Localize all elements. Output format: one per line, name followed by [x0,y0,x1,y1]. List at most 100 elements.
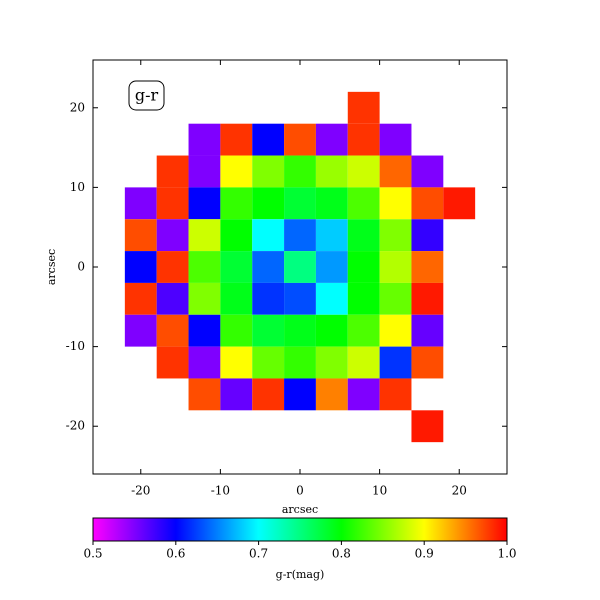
heatmap-cell [315,123,348,156]
heatmap-cell [188,251,221,283]
annotation-box [128,80,165,111]
heatmap-cell [220,123,253,156]
heatmap-cell [220,282,253,315]
heatmap-cell [379,378,412,411]
heatmap-cell [188,123,221,156]
heatmap-cell [188,314,221,347]
heatmap-cell [284,251,316,283]
heatmap-cell [252,219,285,252]
y-axis-label: arcsec [45,249,58,285]
heatmap [124,91,476,443]
heatmap-cell [252,282,285,315]
heatmap-cell [156,155,189,188]
heatmap-cell [315,314,348,347]
heatmap-cell [411,282,444,315]
heatmap-cell [411,410,444,443]
heatmap-cell [124,187,157,220]
heatmap-cell [252,346,285,379]
heatmap-cell [284,219,316,252]
heatmap-cell [188,282,221,315]
heatmap-cell [284,314,316,347]
heatmap-cell [220,187,253,220]
heatmap-cell [315,282,348,315]
heatmap-cell [347,251,380,283]
heatmap-cell [220,155,253,188]
heatmap-cell [188,219,221,252]
heatmap-cell [156,251,189,283]
heatmap-cell [156,187,189,220]
heatmap-cell [379,155,412,188]
heatmap-cell [156,282,189,315]
heatmap-cell [347,378,380,411]
heatmap-cell [188,378,221,411]
heatmap-cell [347,346,380,379]
heatmap-cell [252,378,285,411]
colorbar-tick-label: 0.5 [83,547,102,561]
heatmap-cell [284,346,316,379]
colorbar-label: g-r(mag) [276,568,325,581]
heatmap-cell [347,282,380,315]
heatmap-cell [379,314,412,347]
heatmap-cell [347,155,380,188]
colorbar-tick-label: 0.6 [166,547,185,561]
y-tick-label: 10 [70,180,85,194]
heatmap-cell [124,251,157,283]
heatmap-cell [379,251,412,283]
heatmap-cell [188,346,221,379]
heatmap-cell [188,155,221,188]
colorbar-tick-label: 0.7 [249,547,268,561]
heatmap-cell [252,155,285,188]
y-tick-label: -20 [66,419,85,433]
heatmap-cell [315,378,348,411]
heatmap-cell [124,282,157,315]
heatmap-cell [347,187,380,220]
y-tick-label: -10 [66,339,85,353]
heatmap-cell [379,123,412,156]
heatmap-cell [156,346,189,379]
heatmap-cell [220,378,253,411]
heatmap-cell [284,187,316,220]
heatmap-cell [411,346,444,379]
heatmap-cell [284,282,316,315]
heatmap-cell [252,123,285,156]
heatmap-cell [379,187,412,220]
heatmap-cell [347,219,380,252]
annotation: g-r [135,86,159,105]
heatmap-cell [124,314,157,347]
x-tick-label: -10 [211,484,230,498]
x-tick-label: 0 [296,484,304,498]
colorbar [92,517,508,542]
heatmap-cell [220,346,253,379]
heatmap-cell [124,219,157,252]
heatmap-cell [156,219,189,252]
y-tick-label: 20 [70,100,85,114]
heatmap-cell [220,314,253,347]
heatmap-cell [220,251,253,283]
heatmap-cell [284,155,316,188]
x-axis-label: arcsec [282,503,318,516]
heatmap-cell [252,314,285,347]
colorbar-tick-label: 1.0 [497,547,516,561]
heatmap-cell [411,219,444,252]
heatmap-cell [347,91,380,124]
heatmap-cell [315,155,348,188]
heatmap-cell [347,123,380,156]
y-tick-label: 0 [77,260,85,274]
heatmap-cell [220,219,253,252]
heatmap-cell [379,282,412,315]
heatmap-cell [252,187,285,220]
heatmap-cell [188,187,221,220]
heatmap-cell [284,123,316,156]
heatmap-cell [411,187,444,220]
x-tick-label: 10 [372,484,387,498]
heatmap-cell [315,187,348,220]
heatmap-cell [252,251,285,283]
heatmap-cell [315,219,348,252]
heatmap-cell [315,346,348,379]
heatmap-cell [411,251,444,283]
heatmap-cell [443,187,476,220]
colorbar-tick-label: 0.9 [415,547,434,561]
heatmap-cell [284,378,316,411]
heatmap-cell [411,314,444,347]
